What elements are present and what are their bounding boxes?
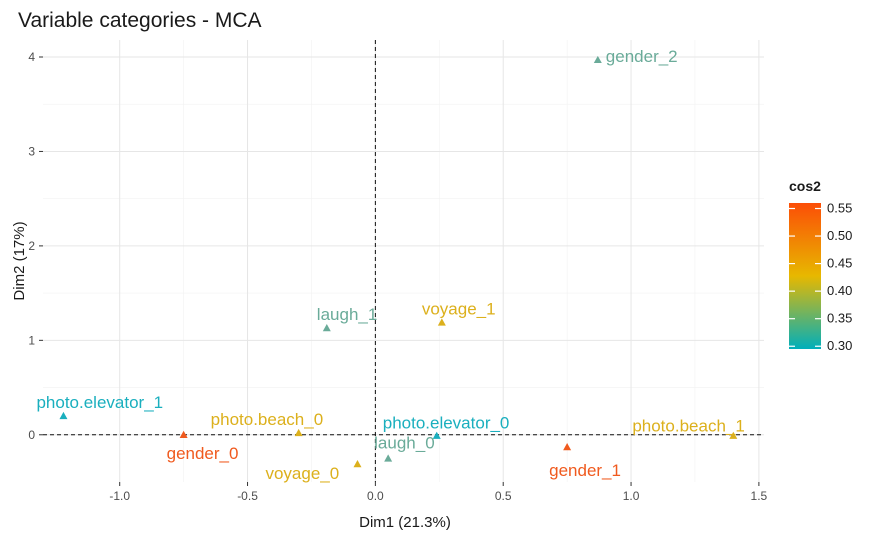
point-label-photo.elevator_0: photo.elevator_0 [383,414,510,433]
point-gender_0 [179,430,188,438]
point-voyage_1 [437,318,446,326]
legend-tick-label: 0.45 [827,256,852,271]
y-tick-label: 4 [28,50,35,64]
x-tick-label: -0.5 [237,489,258,503]
point-label-laugh_1: laugh_1 [317,305,378,324]
y-tick-label: 0 [28,428,35,442]
data-points [59,55,738,468]
legend-tick-label: 0.55 [827,201,852,216]
point-photo.beach_0 [294,428,303,437]
point-label-voyage_1: voyage_1 [422,299,496,318]
legend: cos2 0.55 0.50 0.45 0.40 0.35 0.30 [789,178,852,353]
chart-title: Variable categories - MCA [18,9,262,32]
point-voyage_0 [353,460,362,468]
point-label-photo.beach_0: photo.beach_0 [211,410,324,429]
point-label-laugh_0: laugh_0 [374,433,435,452]
y-tick-label: 3 [28,144,35,158]
axes: -1.0 -0.5 0.0 0.5 1.0 1.5 0 1 2 3 4 [28,50,767,503]
point-laugh_1 [322,324,331,332]
legend-tick-label: 0.40 [827,283,852,298]
point-laugh_0 [384,454,393,462]
legend-tick-label: 0.30 [827,338,852,353]
y-tick-label: 2 [28,239,35,253]
x-tick-label: -1.0 [109,489,130,503]
legend-colorbar [789,203,821,349]
legend-title: cos2 [789,178,821,194]
point-photo.elevator_0 [432,431,441,439]
point-label-voyage_0: voyage_0 [265,464,339,483]
x-tick-label: 1.0 [623,489,640,503]
point-label-gender_2: gender_2 [606,47,678,66]
x-axis-label: Dim1 (21.3%) [359,514,451,531]
point-photo.elevator_1 [59,411,68,420]
x-tick-label: 0.0 [367,489,384,503]
legend-tick-label: 0.50 [827,228,852,243]
point-label-photo.elevator_1: photo.elevator_1 [36,393,163,412]
point-labels: gender_2 voyage_1 laugh_1 photo.elevator_1p… [36,47,744,483]
point-label-gender_1: gender_1 [549,461,621,480]
legend-ticks: 0.55 0.50 0.45 0.40 0.35 0.30 [789,201,852,353]
point-label-photo.beach_1: photo.beach_1 [632,417,745,436]
y-axis-label: Dim2 (17%) [11,221,28,300]
point-photo.beach_1 [729,431,738,439]
point-gender_2 [593,55,602,64]
point-gender_1 [563,443,572,451]
legend-tick-label: 0.35 [827,311,852,326]
x-tick-label: 0.5 [495,489,512,503]
x-tick-label: 1.5 [751,489,768,503]
y-tick-label: 1 [28,333,35,347]
point-label-gender_0: gender_0 [167,444,239,463]
reference-lines [43,40,764,482]
